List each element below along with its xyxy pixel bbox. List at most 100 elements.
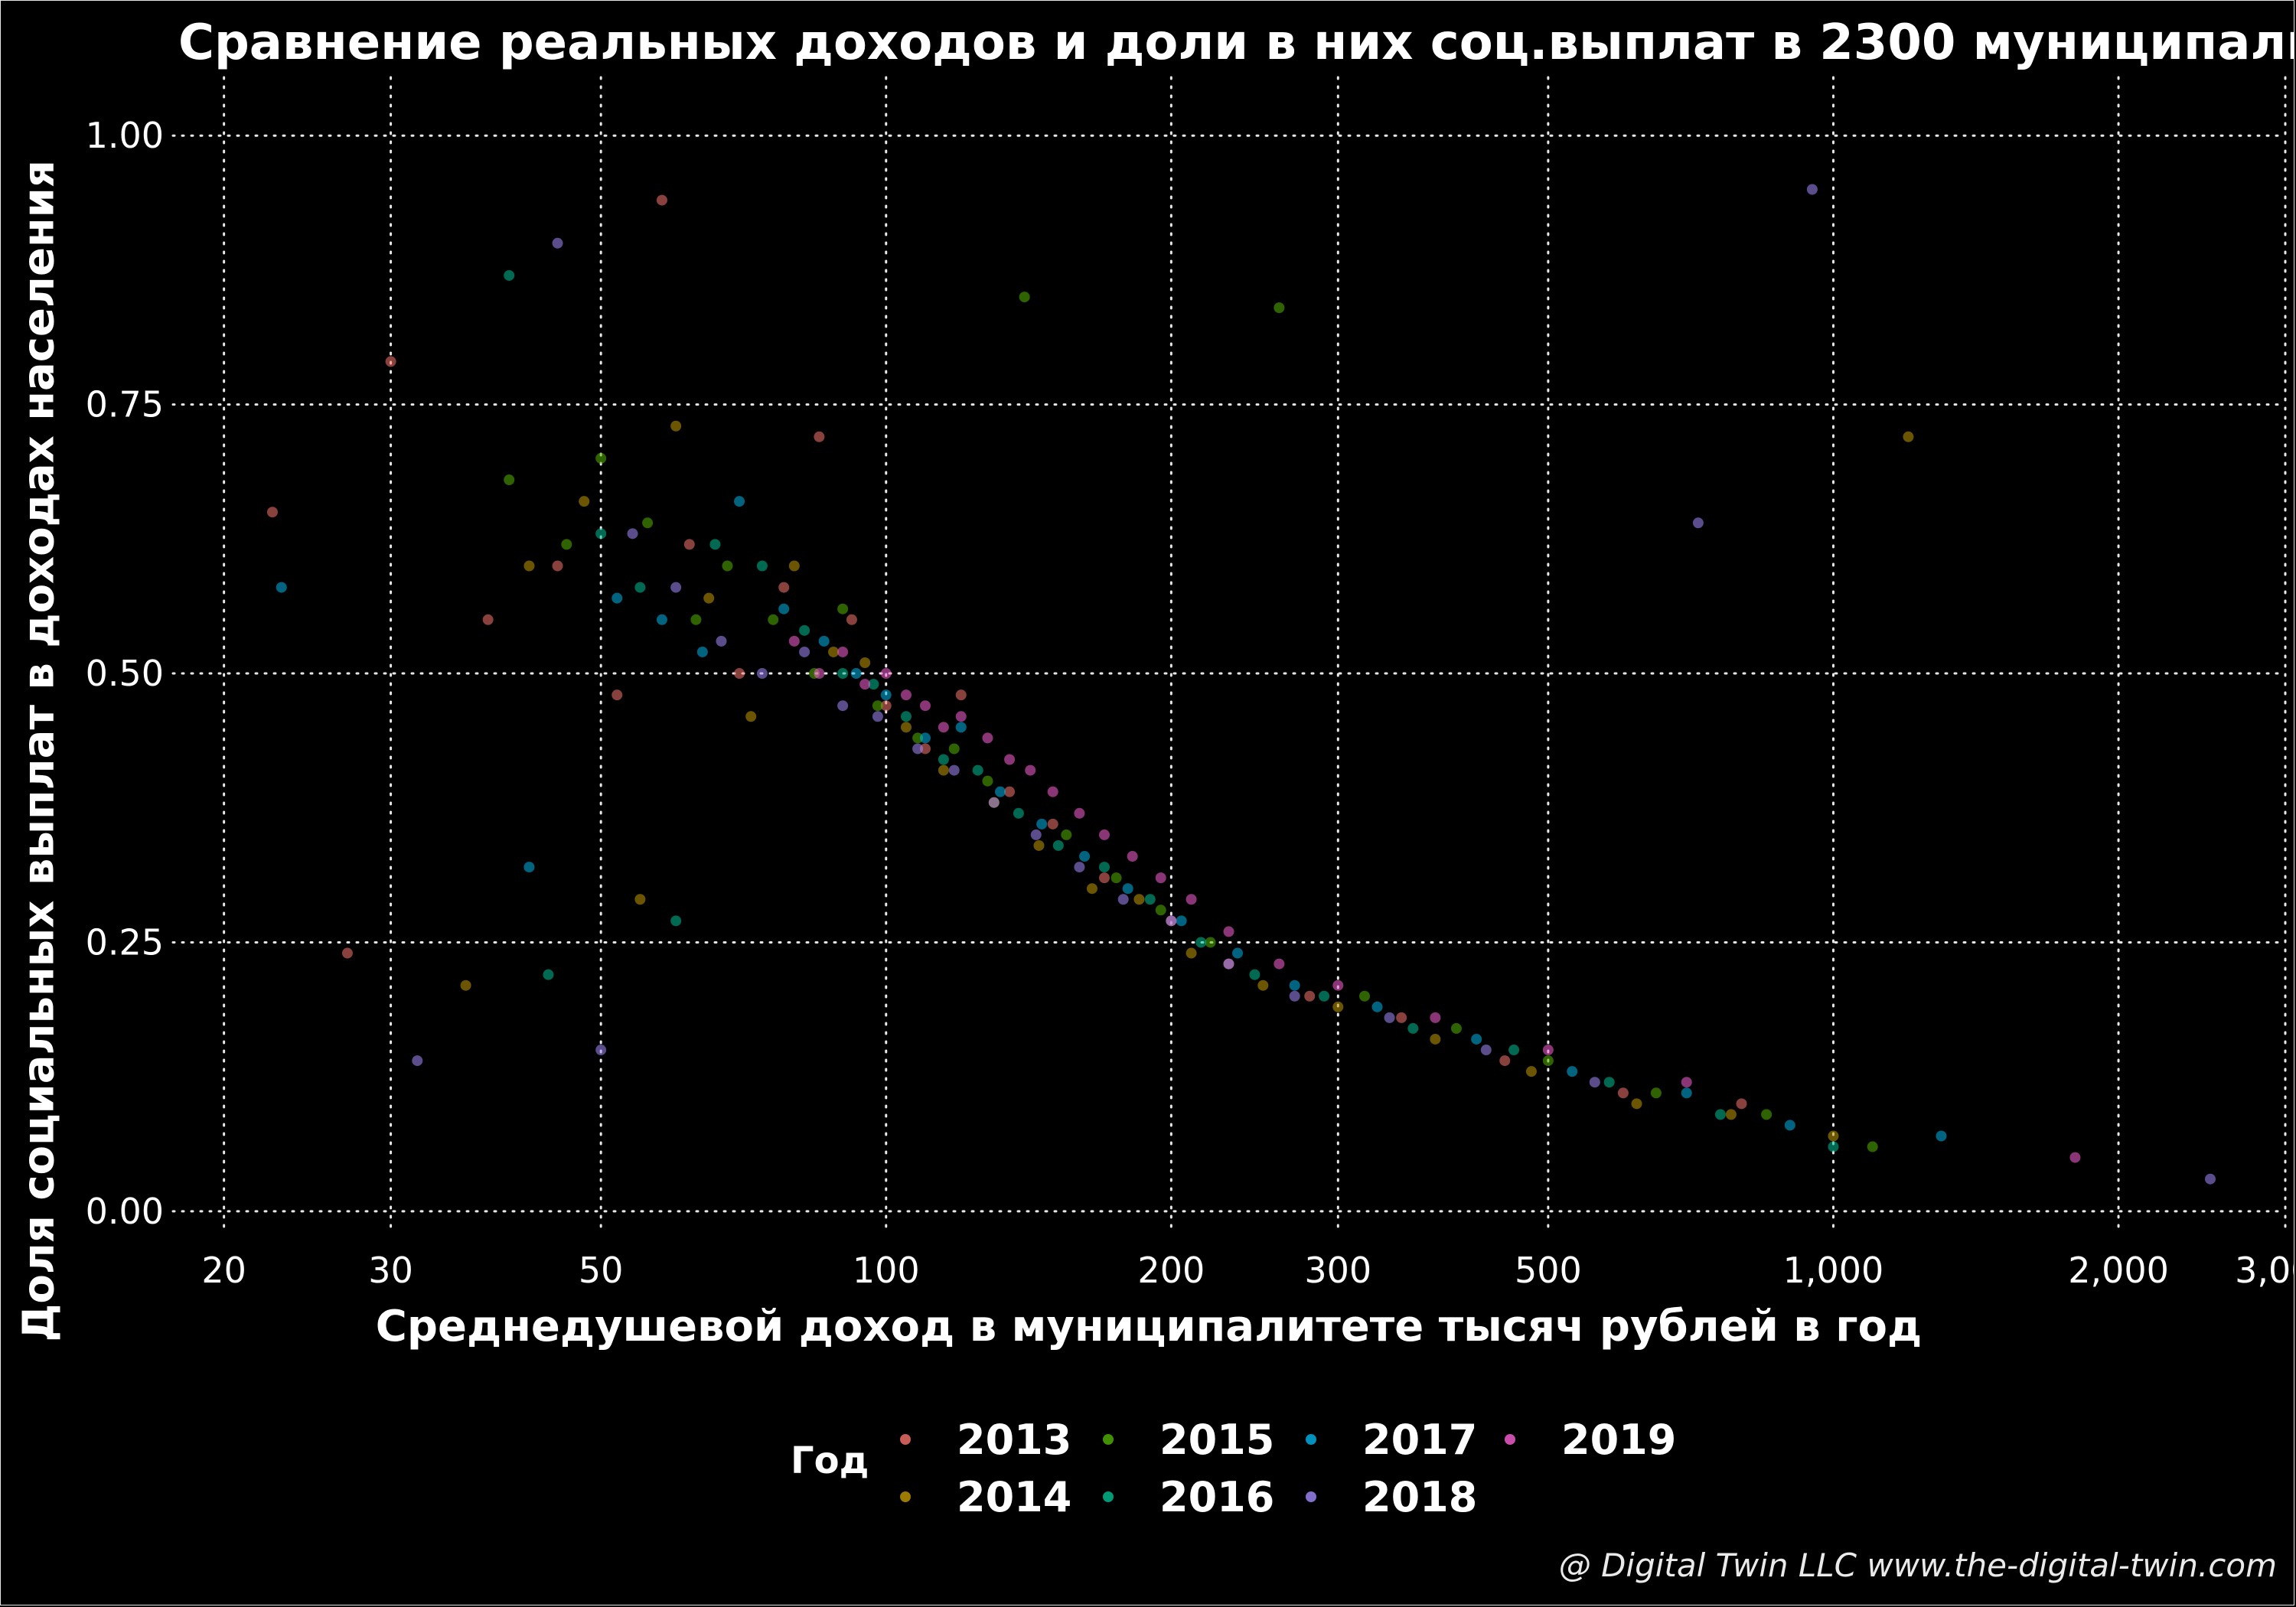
data-points xyxy=(266,184,2216,1185)
point-2013 xyxy=(266,507,278,518)
point-2017 xyxy=(1036,818,1048,830)
point-2015 xyxy=(1274,302,1285,314)
point-2017 xyxy=(696,646,708,657)
point-2017 xyxy=(1567,1066,1578,1077)
x-tick-label: 20 xyxy=(201,1250,246,1291)
point-2014 xyxy=(460,980,471,991)
credit-text: @ Digital Twin LLC www.the-digital-twin.… xyxy=(1558,1547,2277,1584)
point-2017 xyxy=(994,786,1006,797)
point-2017 xyxy=(778,603,790,614)
point-2017 xyxy=(1122,883,1133,895)
point-2016 xyxy=(1249,969,1261,980)
x-tick-label: 300 xyxy=(1304,1250,1371,1291)
point-2018 xyxy=(799,646,810,657)
point-2015 xyxy=(1110,872,1122,884)
point-2016 xyxy=(1714,1109,1726,1120)
point-2018 xyxy=(837,700,849,712)
chart-title: Сравнение реальных доходов и доли в них … xyxy=(178,15,2294,71)
point-2014 xyxy=(634,894,646,905)
point-2014 xyxy=(1257,980,1269,991)
point-2018 xyxy=(948,764,960,776)
legend-item-2013: 2013 xyxy=(900,1413,1071,1466)
y-tick-label: 1.00 xyxy=(86,115,164,156)
point-2018 xyxy=(595,1045,607,1056)
y-tick-label: 0.50 xyxy=(86,653,164,694)
point-2019 xyxy=(1025,764,1036,776)
legend-item-2015: 2015 xyxy=(1103,1413,1274,1466)
point-2016 xyxy=(1052,839,1064,851)
point-2017 xyxy=(1936,1130,1947,1142)
point-2019 xyxy=(1004,754,1016,765)
point-2016 xyxy=(504,269,515,281)
point-2013 xyxy=(734,668,745,680)
point-2014 xyxy=(523,560,535,572)
point-2015 xyxy=(837,603,849,614)
point-2015 xyxy=(595,452,607,464)
legend-label: 2015 xyxy=(1159,1415,1275,1464)
point-2017 xyxy=(1079,851,1091,862)
point-2017 xyxy=(276,582,287,593)
point-2017 xyxy=(1784,1120,1795,1131)
point-2018 xyxy=(1223,958,1234,970)
point-2013 xyxy=(482,614,494,625)
point-2019 xyxy=(1098,829,1110,840)
point-2016 xyxy=(799,624,810,636)
point-2017 xyxy=(656,614,667,625)
point-2018 xyxy=(912,743,924,755)
point-2016 xyxy=(900,711,912,722)
point-2013 xyxy=(385,356,396,367)
point-2014 xyxy=(1525,1066,1537,1077)
point-2018 xyxy=(2204,1173,2216,1185)
point-2018 xyxy=(872,711,883,722)
legend-label: 2014 xyxy=(957,1472,1072,1521)
legend-item-2017: 2017 xyxy=(1306,1413,1477,1466)
point-2019 xyxy=(1681,1077,1692,1088)
point-2019 xyxy=(837,646,849,657)
y-tick-label: 0.75 xyxy=(86,384,164,425)
point-2019 xyxy=(1223,926,1234,937)
point-2018 xyxy=(1030,829,1042,840)
point-2017 xyxy=(1371,1001,1383,1012)
point-2016 xyxy=(670,915,682,927)
point-2016 xyxy=(709,539,721,550)
point-2016 xyxy=(1319,990,1330,1002)
x-tick-label: 2,000 xyxy=(2068,1250,2169,1291)
legend-item-2019: 2019 xyxy=(1505,1413,1676,1466)
legend-label: 2013 xyxy=(957,1415,1072,1464)
point-2013 xyxy=(1304,990,1316,1002)
point-2019 xyxy=(919,700,931,712)
point-2019 xyxy=(900,689,912,701)
point-2017 xyxy=(1232,947,1244,959)
legend-dot-icon xyxy=(900,1491,911,1502)
legend-dot-icon xyxy=(1505,1434,1515,1445)
legend-label: 2017 xyxy=(1362,1415,1478,1464)
point-2013 xyxy=(1047,818,1058,830)
point-2016 xyxy=(1195,937,1207,948)
point-2013 xyxy=(814,431,825,442)
point-2016 xyxy=(756,560,768,572)
legend-dot-icon xyxy=(900,1434,911,1445)
point-2013 xyxy=(1736,1098,1747,1110)
point-2019 xyxy=(1074,807,1085,819)
point-2016 xyxy=(972,764,983,776)
point-2014 xyxy=(745,711,757,722)
point-2016 xyxy=(1013,807,1024,819)
point-2017 xyxy=(1289,980,1300,991)
point-2015 xyxy=(982,775,993,787)
point-2018 xyxy=(756,668,768,680)
point-2014 xyxy=(1332,1001,1344,1012)
legend-dot-icon xyxy=(1103,1434,1114,1445)
point-2016 xyxy=(634,582,646,593)
point-2017 xyxy=(1176,915,1187,927)
point-2014 xyxy=(1033,839,1045,851)
point-2018 xyxy=(1806,184,1818,195)
point-2015 xyxy=(1205,937,1216,948)
point-2016 xyxy=(1144,894,1156,905)
point-2016 xyxy=(1508,1045,1520,1056)
point-2018 xyxy=(552,237,563,249)
point-2017 xyxy=(612,592,623,604)
point-2019 xyxy=(982,732,993,744)
point-2017 xyxy=(1681,1087,1692,1099)
point-2016 xyxy=(543,969,554,980)
y-axis-ticks: 0.00 0.25 0.50 0.75 1.00 xyxy=(86,115,164,1232)
